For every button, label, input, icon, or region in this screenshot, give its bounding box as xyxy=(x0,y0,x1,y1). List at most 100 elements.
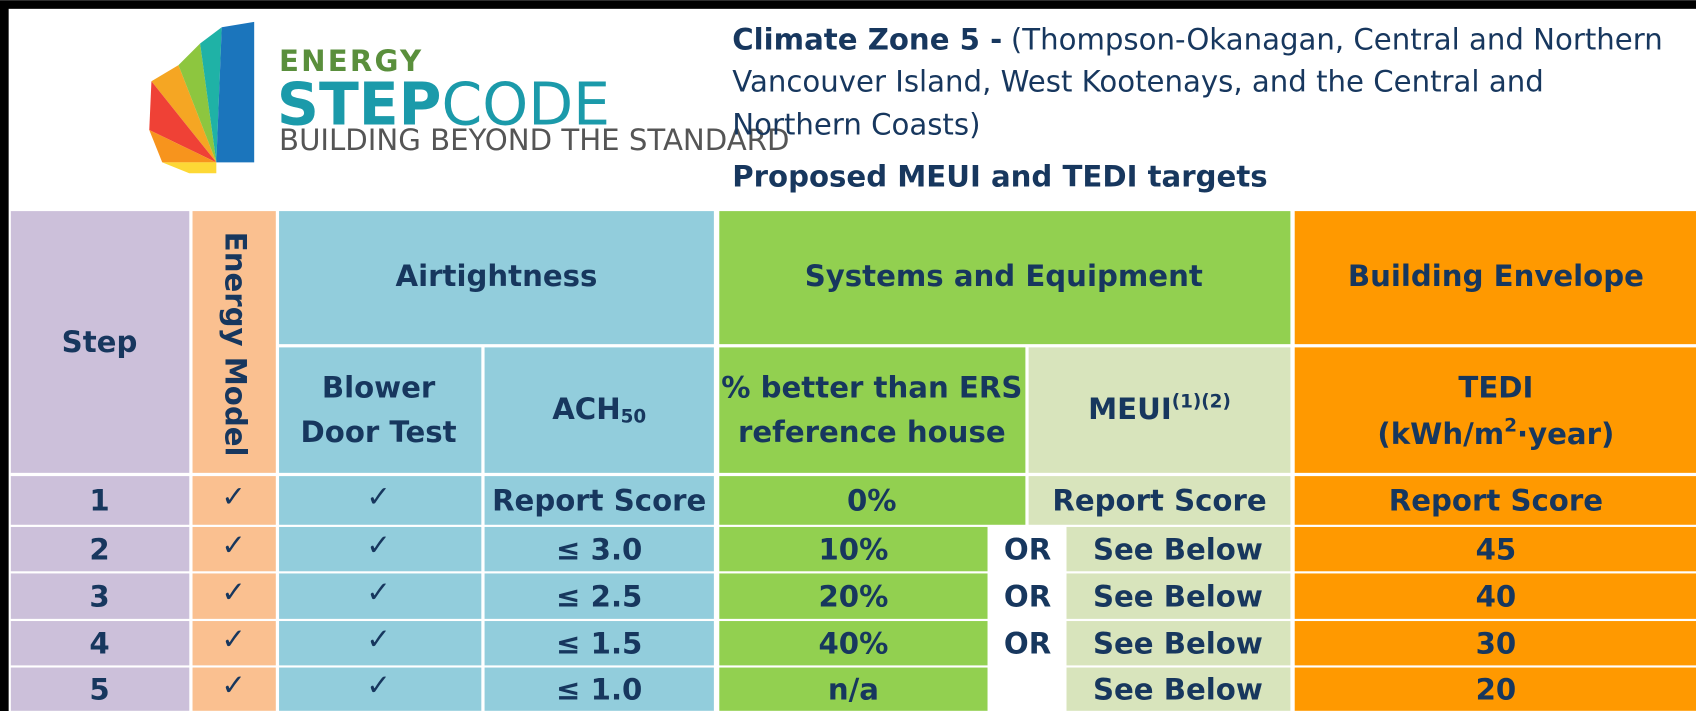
cell-text: 40 xyxy=(1476,579,1517,613)
cell-text: 40% xyxy=(818,626,888,660)
cell xyxy=(1294,211,1696,345)
cell xyxy=(990,621,1064,666)
cell-text: n/a xyxy=(828,672,879,706)
cell xyxy=(719,667,988,711)
cell-text: See Below xyxy=(1093,626,1263,660)
cell xyxy=(1294,476,1696,525)
logo-step: STEP xyxy=(277,70,442,138)
cell-text: ≤ 1.0 xyxy=(556,672,642,706)
cell xyxy=(719,621,988,666)
cell-text: Building Envelope xyxy=(1348,259,1644,293)
cell-text: ✓ xyxy=(221,668,245,702)
unit-a: (kWh/m xyxy=(1377,417,1504,451)
cell-text: Report Score xyxy=(492,484,706,518)
cell xyxy=(192,526,276,572)
cell xyxy=(719,211,1291,345)
cell xyxy=(719,476,1026,525)
cell xyxy=(1294,573,1696,619)
cell xyxy=(990,573,1064,619)
cell xyxy=(192,621,276,666)
cell xyxy=(1066,526,1291,572)
cell xyxy=(192,667,276,711)
unit-sup: 2 xyxy=(1504,415,1517,436)
cell xyxy=(990,526,1064,572)
cell xyxy=(484,573,714,619)
cell-text: ✓ xyxy=(221,622,245,656)
cell-text: Northern Coasts) xyxy=(732,108,980,142)
cell-text: ✓ xyxy=(366,668,390,702)
cell-text: % better than ERS xyxy=(721,371,1022,405)
cell xyxy=(279,347,482,473)
cell-text: 3 xyxy=(89,579,109,613)
cell xyxy=(484,621,714,666)
cell-text: ≤ 2.5 xyxy=(556,579,642,613)
cell-text: Door Test xyxy=(301,415,457,449)
cell xyxy=(279,211,714,345)
cell xyxy=(719,573,988,619)
meui-sup: (1)(2) xyxy=(1172,392,1231,413)
cell xyxy=(484,526,714,572)
cell xyxy=(719,347,1026,473)
cell-text: ≤ 3.0 xyxy=(556,532,642,566)
cell xyxy=(279,476,482,525)
cell-text: TEDI xyxy=(1458,371,1533,405)
ach: ACH xyxy=(552,392,620,426)
cell xyxy=(279,667,482,711)
cell-text: ✓ xyxy=(221,479,245,513)
cell-text: See Below xyxy=(1093,532,1263,566)
ach-sub: 50 xyxy=(621,407,647,428)
cell-text: See Below xyxy=(1093,672,1263,706)
cell-text: 4 xyxy=(89,626,109,660)
cell-text: OR xyxy=(1004,579,1051,613)
cell-text: 0% xyxy=(847,484,897,518)
meui-header: MEUI(1)(2) xyxy=(1088,392,1231,427)
cell-text: Energy Model xyxy=(219,232,253,457)
cell-text: Airtightness xyxy=(396,259,598,293)
cell-text: Systems and Equipment xyxy=(805,259,1203,293)
unit-b: ·year) xyxy=(1517,417,1614,451)
cell xyxy=(10,667,190,711)
cell-text: 20% xyxy=(818,579,888,613)
meui: MEUI xyxy=(1088,392,1172,426)
cell-text: 20 xyxy=(1476,672,1517,706)
cell-text: ✓ xyxy=(366,528,390,562)
cell xyxy=(279,573,482,619)
ach-header: ACH50 xyxy=(552,392,646,427)
cell-text: ✓ xyxy=(366,622,390,656)
cell xyxy=(1066,667,1291,711)
logo xyxy=(149,21,255,174)
cell xyxy=(10,476,190,525)
cell-text: See Below xyxy=(1093,579,1263,613)
cell-text: Step xyxy=(62,325,138,359)
cell xyxy=(484,476,714,525)
cell xyxy=(719,526,988,572)
cell xyxy=(192,211,276,473)
cell-text: reference house xyxy=(738,415,1006,449)
cell xyxy=(1066,621,1291,666)
cell xyxy=(1294,526,1696,572)
cell xyxy=(484,347,714,473)
cell xyxy=(10,621,190,666)
title: Climate Zone 5 - (Thompson-Okanagan, Cent… xyxy=(732,22,1662,56)
cell xyxy=(10,211,190,473)
cell-text: Proposed MEUI and TEDI targets xyxy=(732,160,1267,194)
cell xyxy=(1294,347,1696,473)
tedi-unit: (kWh/m2·year) xyxy=(1377,415,1614,451)
logo-wordmark: STEPCODE xyxy=(277,70,610,138)
title-bold: Climate Zone 5 - xyxy=(732,22,1002,56)
cell xyxy=(10,526,190,572)
cell-text: Vancouver Island, West Kootenays, and th… xyxy=(732,64,1543,98)
logo-code: CODE xyxy=(441,70,610,138)
cell-text: ENERGY xyxy=(279,44,423,78)
cell xyxy=(1294,667,1696,711)
cell xyxy=(279,526,482,572)
title-rest: (Thompson-Okanagan, Central and Northern xyxy=(1011,22,1663,56)
cell-text: OR xyxy=(1004,626,1051,660)
cell xyxy=(10,573,190,619)
cell-text: Report Score xyxy=(1052,484,1266,518)
cell xyxy=(1294,621,1696,666)
cell-text: Report Score xyxy=(1389,484,1603,518)
